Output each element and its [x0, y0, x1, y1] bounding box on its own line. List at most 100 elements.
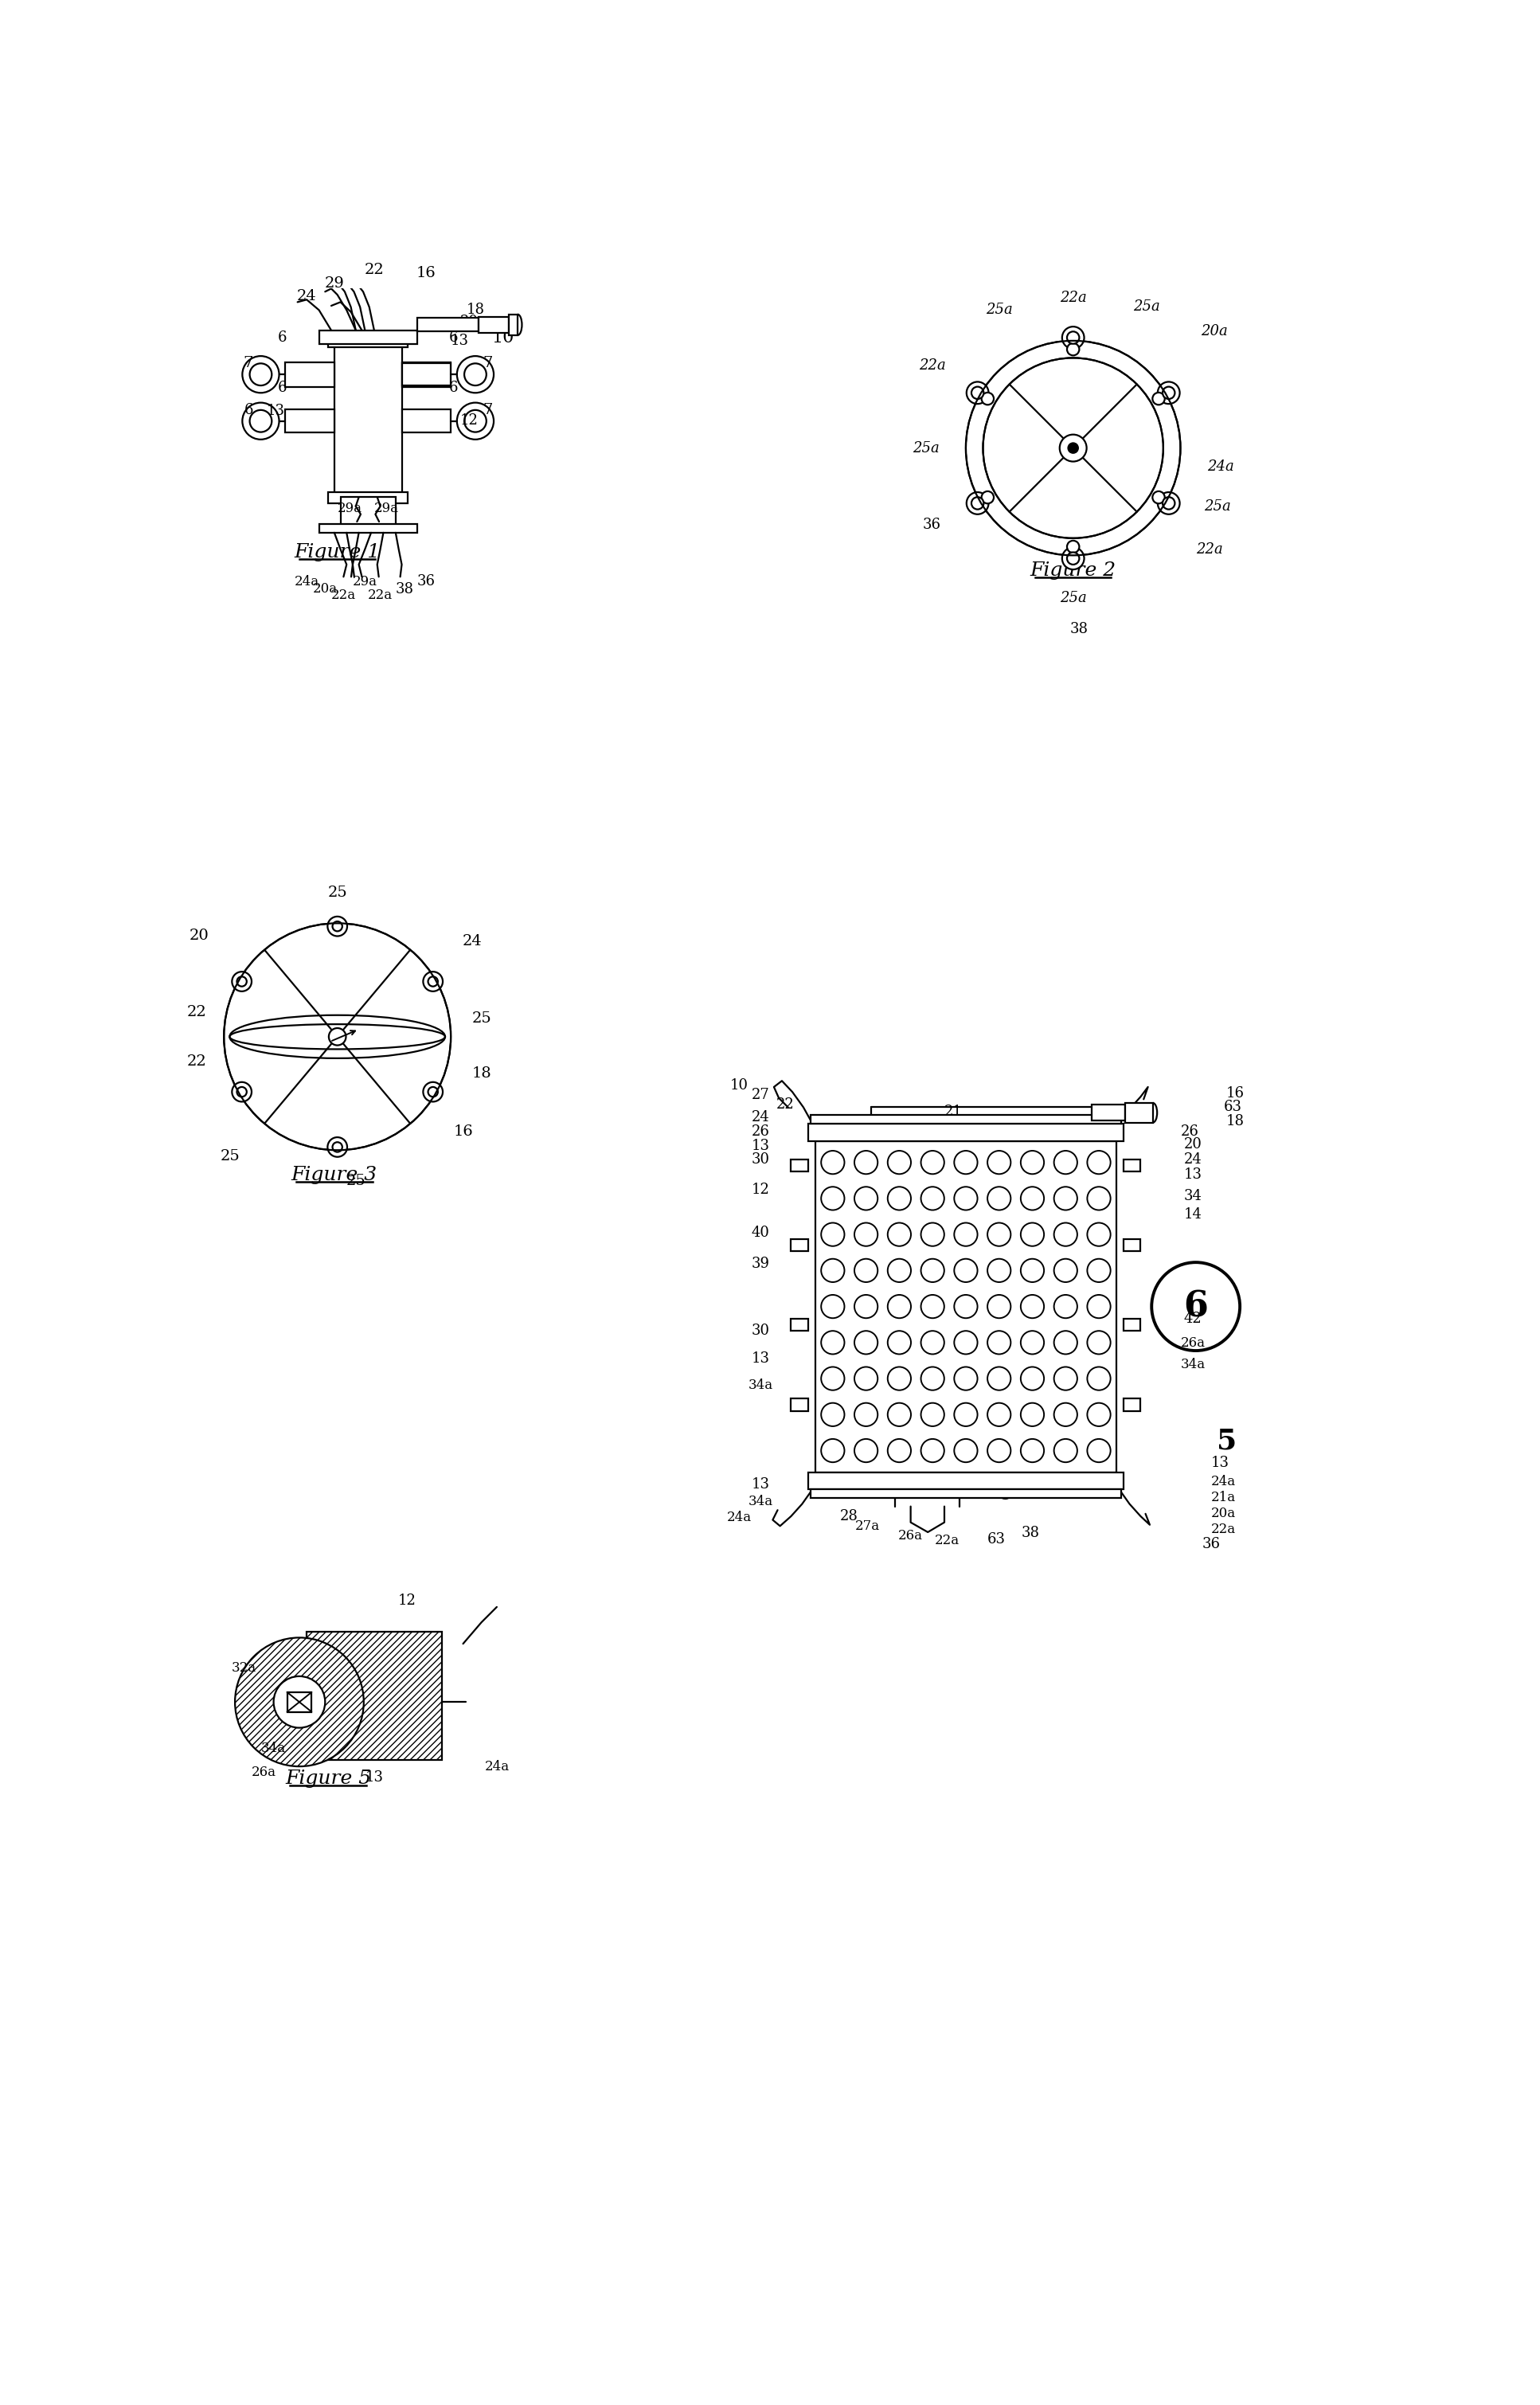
Circle shape [887, 1402, 912, 1426]
Circle shape [987, 1294, 1010, 1318]
Circle shape [242, 356, 279, 392]
Circle shape [1152, 392, 1164, 404]
Text: 34a: 34a [1180, 1359, 1206, 1371]
Text: 27: 27 [752, 1087, 770, 1101]
Text: 13: 13 [752, 1352, 770, 1366]
Text: 5: 5 [1217, 1429, 1237, 1455]
Bar [319, 524, 417, 532]
Circle shape [1053, 1150, 1078, 1174]
Text: 26: 26 [752, 1126, 770, 1140]
Text: 22a: 22a [1210, 1522, 1235, 1537]
Text: 36: 36 [922, 517, 941, 532]
Circle shape [887, 1366, 912, 1390]
Circle shape [1021, 1402, 1044, 1426]
Text: 24a: 24a [485, 1760, 510, 1772]
Text: Figure 5: Figure 5 [285, 1770, 371, 1787]
Circle shape [955, 1438, 978, 1462]
Text: 25: 25 [220, 1150, 240, 1164]
Text: 28: 28 [841, 1508, 858, 1522]
Circle shape [428, 976, 437, 986]
Circle shape [424, 972, 444, 991]
Text: 24a: 24a [1207, 459, 1234, 474]
Circle shape [921, 1438, 944, 1462]
Text: 13: 13 [752, 1138, 770, 1152]
Text: 20a: 20a [313, 582, 337, 596]
Circle shape [1021, 1258, 1044, 1282]
Text: 34a: 34a [748, 1496, 773, 1508]
Circle shape [821, 1330, 844, 1354]
Circle shape [428, 1087, 437, 1097]
Text: 38: 38 [396, 582, 414, 596]
Text: 7: 7 [482, 356, 493, 370]
Circle shape [921, 1294, 944, 1318]
Circle shape [821, 1402, 844, 1426]
Circle shape [967, 382, 989, 404]
Circle shape [955, 1402, 978, 1426]
Text: 6: 6 [277, 380, 286, 394]
Circle shape [1021, 1150, 1044, 1174]
Circle shape [1152, 1263, 1240, 1352]
Circle shape [887, 1438, 912, 1462]
Circle shape [249, 409, 271, 433]
Bar [1123, 1397, 1141, 1412]
Circle shape [249, 363, 271, 385]
Circle shape [987, 1222, 1010, 1246]
Circle shape [921, 1402, 944, 1426]
Text: 25a: 25a [986, 303, 1013, 317]
Bar [792, 1159, 808, 1171]
Circle shape [1067, 541, 1080, 553]
Bar [328, 493, 408, 503]
Text: 13: 13 [752, 1477, 770, 1491]
Text: 22a: 22a [331, 589, 356, 601]
Bar [306, 1631, 442, 1760]
Text: 13: 13 [1184, 1166, 1201, 1181]
Text: 22: 22 [186, 1005, 206, 1020]
Text: 20a: 20a [1201, 325, 1227, 339]
Circle shape [1067, 344, 1080, 356]
Circle shape [987, 1402, 1010, 1426]
Text: 13: 13 [365, 1770, 383, 1785]
Bar [1123, 1318, 1141, 1330]
Text: 13: 13 [451, 334, 470, 349]
Text: 26a: 26a [1180, 1337, 1204, 1349]
Text: 7: 7 [243, 356, 254, 370]
Circle shape [966, 342, 1181, 556]
Bar [810, 1116, 1121, 1123]
Text: 30: 30 [752, 1323, 770, 1337]
Circle shape [1087, 1330, 1110, 1354]
Circle shape [457, 402, 494, 440]
Circle shape [921, 1222, 944, 1246]
Text: 12: 12 [752, 1183, 770, 1198]
Text: Figure 1: Figure 1 [294, 544, 380, 560]
Circle shape [1021, 1222, 1044, 1246]
Circle shape [821, 1222, 844, 1246]
Circle shape [955, 1294, 978, 1318]
Circle shape [1087, 1438, 1110, 1462]
Circle shape [955, 1330, 978, 1354]
Text: 20: 20 [189, 928, 209, 943]
Circle shape [1021, 1294, 1044, 1318]
Circle shape [855, 1294, 878, 1318]
Bar [319, 329, 417, 344]
Circle shape [236, 1638, 363, 1765]
Bar [1092, 1104, 1126, 1121]
Circle shape [1060, 435, 1087, 462]
Text: Figure 3: Figure 3 [291, 1166, 377, 1183]
Bar [792, 1318, 808, 1330]
Circle shape [1158, 382, 1180, 404]
Circle shape [983, 358, 1163, 539]
Text: 38: 38 [1070, 623, 1089, 635]
Circle shape [855, 1222, 878, 1246]
Bar [510, 315, 517, 334]
Bar [402, 409, 451, 433]
Text: 24a: 24a [1210, 1474, 1235, 1489]
Text: 22a: 22a [1197, 541, 1223, 556]
Text: 39: 39 [752, 1255, 770, 1270]
Circle shape [855, 1186, 878, 1210]
Circle shape [237, 1087, 246, 1097]
Bar [285, 363, 334, 387]
Text: 22a: 22a [919, 358, 946, 373]
Text: 29: 29 [325, 277, 345, 291]
Circle shape [1021, 1438, 1044, 1462]
Circle shape [1021, 1186, 1044, 1210]
